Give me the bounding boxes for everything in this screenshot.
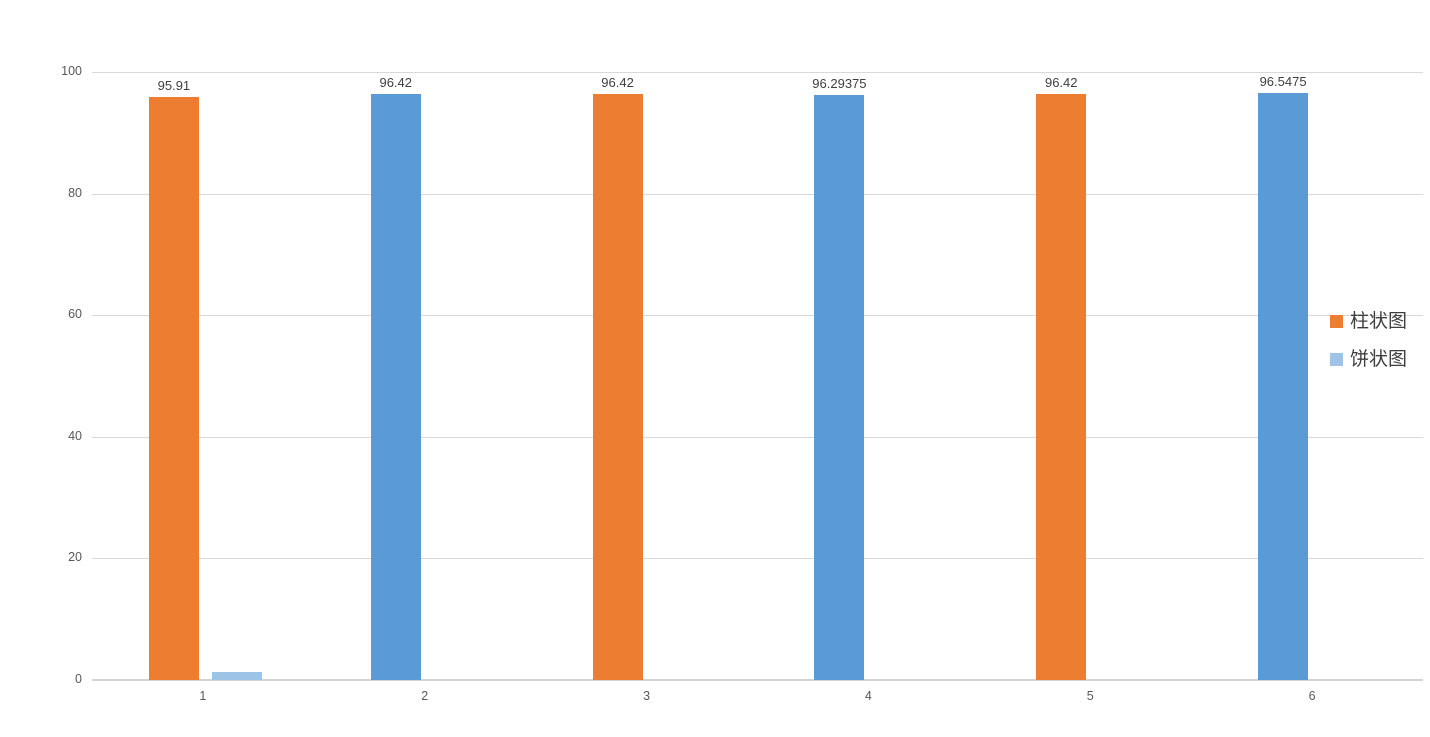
y-axis-tick-label: 20 xyxy=(68,550,82,565)
gridline xyxy=(92,315,1423,317)
x-axis-category-label: 4 xyxy=(864,689,872,703)
bar-s1-c6[interactable] xyxy=(1258,92,1309,680)
bar-s1-c5[interactable] xyxy=(1036,93,1087,680)
bar-s1-c2[interactable] xyxy=(370,93,421,680)
legend-swatch xyxy=(1330,353,1343,366)
legend-label: 柱状图 xyxy=(1350,311,1408,332)
bar-value-label: 96.42 xyxy=(379,74,413,90)
bar-value-label: 96.29375 xyxy=(812,75,867,91)
bar-s1-c3[interactable] xyxy=(592,93,643,680)
bar-value-label: 95.91 xyxy=(157,77,191,93)
legend-label: 饼状图 xyxy=(1350,349,1408,370)
x-axis-category-label: 5 xyxy=(1086,689,1094,703)
x-axis-category-label: 6 xyxy=(1308,689,1316,703)
x-axis-category-label: 1 xyxy=(199,689,207,703)
gridline xyxy=(92,679,1423,681)
y-axis-tick-label: 80 xyxy=(68,185,82,200)
x-axis-category-label: 3 xyxy=(643,689,651,703)
gridline xyxy=(92,558,1423,560)
legend: 柱状图 饼状图 xyxy=(1330,309,1407,372)
y-axis-tick-label: 0 xyxy=(75,672,82,686)
gridline xyxy=(92,193,1423,195)
legend-swatch xyxy=(1330,315,1343,328)
bar-s1-c1[interactable] xyxy=(148,96,199,680)
y-axis-tick-label: 40 xyxy=(68,428,82,443)
gridline xyxy=(92,72,1423,73)
bar-s2-c1[interactable] xyxy=(211,672,262,680)
y-axis-tick-label: 100 xyxy=(61,64,82,78)
y-axis-tick-label: 60 xyxy=(68,307,82,322)
legend-item-bar-series[interactable]: 柱状图 xyxy=(1330,309,1407,334)
bar-value-label: 96.5475 xyxy=(1259,73,1307,89)
legend-item-pie-series[interactable]: 饼状图 xyxy=(1330,347,1407,372)
bar-value-label: 96.42 xyxy=(1044,74,1078,90)
bar-s1-c4[interactable] xyxy=(814,94,865,680)
gridline xyxy=(92,436,1423,438)
x-axis-category-label: 2 xyxy=(421,689,429,703)
bar-value-label: 96.42 xyxy=(601,74,634,90)
